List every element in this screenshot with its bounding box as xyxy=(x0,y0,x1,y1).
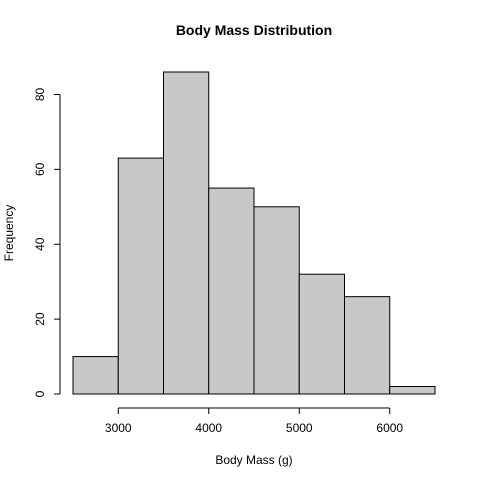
x-axis-label: Body Mass (g) xyxy=(215,453,292,467)
chart-title: Body Mass Distribution xyxy=(176,22,332,38)
y-axis-label: Frequency xyxy=(2,205,16,262)
y-tick-label-40: 40 xyxy=(33,237,47,251)
histogram-bar-4500-5000 xyxy=(253,206,300,395)
histogram-bar-3500-4000 xyxy=(163,71,210,395)
y-tick-label-0: 0 xyxy=(33,390,47,397)
bars-group xyxy=(72,71,436,395)
x-tick-label-4000: 4000 xyxy=(195,421,222,435)
histogram-bar-6000-6500 xyxy=(389,386,436,395)
histogram-bar-4000-4500 xyxy=(208,187,255,395)
x-axis: 3000 4000 5000 6000 xyxy=(105,407,403,435)
x-tick-label-6000: 6000 xyxy=(376,421,403,435)
histogram-bar-5500-6000 xyxy=(344,296,391,395)
y-tick-label-80: 80 xyxy=(33,87,47,101)
histogram-bar-2500-3000 xyxy=(72,356,119,395)
histogram-bar-3000-3500 xyxy=(117,157,164,395)
x-tick-label-3000: 3000 xyxy=(105,421,132,435)
x-tick-label-5000: 5000 xyxy=(286,421,313,435)
y-tick-label-60: 60 xyxy=(33,162,47,176)
histogram-bar-5000-5500 xyxy=(298,273,345,395)
y-tick-label-20: 20 xyxy=(33,312,47,326)
y-axis: 0 20 40 60 80 xyxy=(33,87,61,397)
